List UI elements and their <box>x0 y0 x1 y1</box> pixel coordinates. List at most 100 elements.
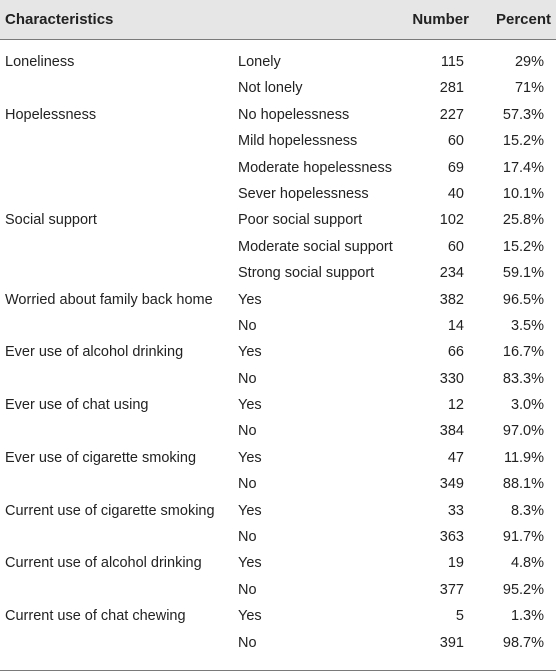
cell-number: 377 <box>439 581 464 598</box>
table-row: Moderate social support 60 15.2% <box>0 239 556 265</box>
cell-category: No <box>238 529 257 546</box>
cell-number: 69 <box>447 159 464 176</box>
cell-number: 66 <box>447 344 464 361</box>
cell-category: Poor social support <box>238 212 363 229</box>
table-row: No 363 91.7% <box>0 529 556 555</box>
cell-number: 33 <box>447 502 464 519</box>
table-row: No 14 3.5% <box>0 318 556 344</box>
cell-category: No <box>238 581 257 598</box>
cell-number: 281 <box>439 80 464 97</box>
cell-percent: 3.0% <box>510 397 544 414</box>
cell-percent: 10.1% <box>502 185 544 202</box>
cell-characteristic: Worried about family back home <box>5 291 213 308</box>
cell-number: 12 <box>447 397 464 414</box>
table-row: Loneliness Lonely 115 29% <box>0 54 556 80</box>
cell-number: 102 <box>439 212 464 229</box>
cell-category: Moderate social support <box>238 238 393 255</box>
table-row: Social support Poor social support 102 2… <box>0 212 556 238</box>
cell-number: 391 <box>439 634 464 651</box>
table-row: No 377 95.2% <box>0 582 556 608</box>
table-row: Strong social support 234 59.1% <box>0 265 556 291</box>
table-row: Hopelessness No hopelessness 227 57.3% <box>0 107 556 133</box>
table-row: Worried about family back home Yes 382 9… <box>0 292 556 318</box>
cell-number: 40 <box>447 185 464 202</box>
cell-percent: 88.1% <box>502 476 544 493</box>
cell-percent: 25.8% <box>502 212 544 229</box>
cell-number: 5 <box>455 608 464 625</box>
table-body: Loneliness Lonely 115 29% Not lonely 281… <box>0 54 556 661</box>
cell-number: 115 <box>440 54 464 70</box>
table-header: Characteristics Number Percent <box>0 0 556 40</box>
cell-number: 60 <box>447 133 464 150</box>
cell-category: No <box>238 634 257 651</box>
cell-percent: 57.3% <box>502 106 544 123</box>
table-row: Current use of cigarette smoking Yes 33 … <box>0 503 556 529</box>
cell-category: Sever hopelessness <box>238 185 369 202</box>
cell-percent: 97.0% <box>502 423 544 440</box>
table-row: No 349 88.1% <box>0 476 556 502</box>
header-percent: Percent <box>495 11 551 28</box>
cell-percent: 83.3% <box>502 370 544 387</box>
cell-characteristic: Current use of cigarette smoking <box>5 502 215 519</box>
table-row: Current use of alcohol drinking Yes 19 4… <box>0 555 556 581</box>
cell-number: 382 <box>439 291 464 308</box>
cell-category: Yes <box>238 555 262 572</box>
cell-category: Not lonely <box>238 80 303 97</box>
cell-percent: 3.5% <box>510 317 544 334</box>
cell-percent: 16.7% <box>502 344 544 361</box>
table-row: Mild hopelessness 60 15.2% <box>0 133 556 159</box>
cell-percent: 71% <box>514 80 544 97</box>
cell-number: 330 <box>439 370 464 387</box>
table-row: No 330 83.3% <box>0 371 556 397</box>
cell-category: No <box>238 476 257 493</box>
cell-percent: 4.8% <box>510 555 544 572</box>
cell-category: No <box>238 423 257 440</box>
cell-category: Moderate hopelessness <box>238 159 392 176</box>
cell-category: Yes <box>238 291 262 308</box>
table-row: Ever use of alcohol drinking Yes 66 16.7… <box>0 344 556 370</box>
cell-characteristic: Ever use of alcohol drinking <box>5 344 184 361</box>
cell-characteristic: Hopelessness <box>5 106 97 123</box>
table-row: No 391 98.7% <box>0 635 556 661</box>
header-number: Number <box>412 11 469 28</box>
table-row: Current use of chat chewing Yes 5 1.3% <box>0 608 556 634</box>
cell-number: 19 <box>447 555 464 572</box>
cell-percent: 59.1% <box>502 265 544 282</box>
cell-category: Yes <box>238 608 262 625</box>
cell-characteristic: Current use of chat chewing <box>5 608 186 625</box>
table-row: Sever hopelessness 40 10.1% <box>0 186 556 212</box>
cell-number: 384 <box>439 423 464 440</box>
cell-characteristic: Social support <box>5 212 97 229</box>
cell-characteristic: Ever use of chat using <box>5 397 149 414</box>
cell-percent: 91.7% <box>502 529 544 546</box>
cell-category: Mild hopelessness <box>238 133 358 150</box>
table-row: Ever use of chat using Yes 12 3.0% <box>0 397 556 423</box>
cell-percent: 29% <box>514 54 544 70</box>
cell-number: 47 <box>447 449 464 466</box>
cell-number: 349 <box>439 476 464 493</box>
cell-percent: 95.2% <box>502 581 544 598</box>
cell-percent: 15.2% <box>502 133 544 150</box>
cell-number: 60 <box>447 238 464 255</box>
cell-category: Yes <box>238 502 262 519</box>
cell-category: Lonely <box>238 54 281 70</box>
cell-percent: 98.7% <box>502 634 544 651</box>
table-row: No 384 97.0% <box>0 423 556 449</box>
cell-category: No <box>238 317 257 334</box>
cell-percent: 8.3% <box>510 502 544 519</box>
cell-number: 234 <box>439 265 464 282</box>
cell-characteristic: Ever use of cigarette smoking <box>5 449 197 466</box>
cell-characteristic: Loneliness <box>5 54 75 70</box>
cell-number: 14 <box>447 317 464 334</box>
cell-category: No hopelessness <box>238 106 350 123</box>
cell-category: No <box>238 370 257 387</box>
cell-category: Strong social support <box>238 265 375 282</box>
cell-percent: 15.2% <box>502 238 544 255</box>
header-characteristics: Characteristics <box>5 11 114 28</box>
cell-percent: 1.3% <box>510 608 544 625</box>
cell-category: Yes <box>238 397 262 414</box>
cell-category: Yes <box>238 344 262 361</box>
cell-number: 363 <box>439 529 464 546</box>
table-row: Ever use of cigarette smoking Yes 47 11.… <box>0 450 556 476</box>
